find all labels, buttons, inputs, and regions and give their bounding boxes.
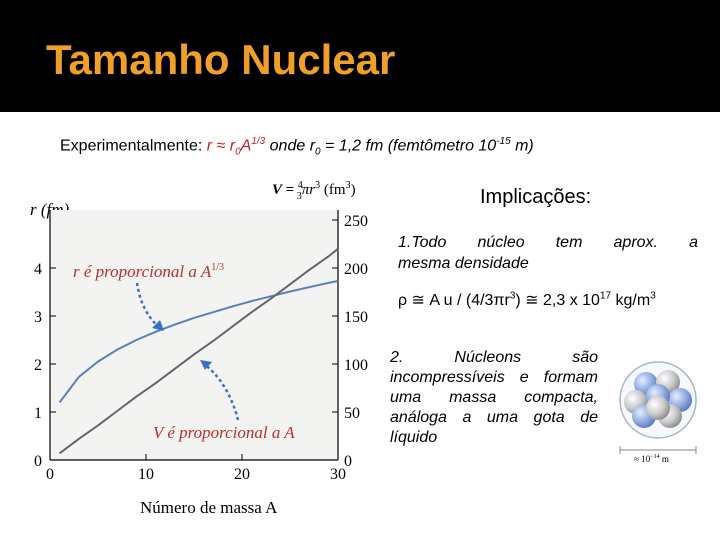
x-tick-label: 20	[234, 466, 250, 483]
slide-title: Tamanho Nuclear	[46, 36, 396, 83]
x-tick-label: 30	[330, 466, 346, 483]
chart-series	[58, 248, 339, 455]
y-right-tick-label: 0	[344, 453, 352, 470]
nucleus-illustration: ≈ 10−14 m	[619, 361, 697, 464]
y-right-tick-label: 100	[344, 357, 368, 374]
annotation-r: r é proporcional a A1/3	[73, 262, 224, 281]
formula-prefix: Experimentalmente:	[60, 137, 207, 155]
implication-2: 2. Núcleons são incompressíveis e formam…	[390, 349, 598, 446]
y-left-tick-label: 3	[34, 309, 42, 326]
density-exp2: 17	[599, 290, 612, 302]
series-v-line	[58, 248, 339, 455]
formula-expr-r: r ≈ r	[206, 137, 236, 155]
formula-r0-exp: -15	[496, 136, 511, 147]
formula-expr-exp: 1/3	[251, 136, 266, 147]
formula-line: Experimentalmente: r ≈ r0A1/3 onde r0 = …	[60, 136, 534, 158]
implication-1-line1: 1.Todo núcleo tem aprox. a	[398, 234, 698, 251]
nuclear-size-chart: r (fm) V = 4 3πr3 (fm3) 0 10 20 300123405010…	[30, 180, 368, 517]
y-left-tick-label: 4	[34, 261, 42, 278]
chart-axes	[49, 210, 339, 461]
implication-1-line2: mesma densidade	[398, 255, 529, 272]
formula-r0: r	[309, 137, 316, 155]
x-tick-label: 10	[138, 466, 154, 483]
x-axis-label: Número de massa A	[140, 498, 278, 517]
formula-r0-sub: 0	[315, 146, 321, 158]
formula-onde: onde	[265, 137, 310, 155]
density-unit: kg/m	[611, 292, 651, 309]
formula-expr-sub: 0	[235, 146, 241, 158]
density-mid: ) ≅ 2,3 x 10	[515, 292, 600, 309]
implication-1: 1.Todo núcleo tem aprox. a mesma densida…	[398, 232, 698, 274]
density-text: ρ ≅ A u / (4/3πr	[398, 292, 510, 309]
nucleons	[624, 370, 692, 428]
y-right-tick-label: 50	[344, 405, 360, 422]
annotation-v-arrowhead	[200, 360, 212, 370]
y-left-tick-label: 0	[34, 453, 42, 470]
series-r-line	[58, 280, 339, 404]
formula-r0-unit: m)	[510, 137, 534, 155]
y-right-tick-label: 250	[344, 213, 368, 230]
nucleus-caption: ≈ 10−14 m	[634, 454, 669, 464]
implications-title: Implicações:	[480, 186, 592, 208]
y-axis-right-label: V = 4 3πr3 (fm3)	[272, 180, 356, 202]
annotation-v-arrow	[203, 363, 240, 421]
formula-r0-value: = 1,2 fm (femtômetro 10	[320, 137, 497, 155]
y-left-tick-label: 2	[34, 357, 42, 374]
density-formula: ρ ≅ A u / (4/3πr3) ≅ 2,3 x 1017 kg/m3	[398, 290, 656, 310]
x-tick-label: 0	[46, 466, 54, 483]
annotation-v: V é proporcional a A	[153, 423, 295, 442]
y-right-tick-label: 200	[344, 261, 368, 278]
y-left-tick-label: 1	[34, 405, 42, 422]
formula-expr-a: A	[240, 137, 252, 155]
y-right-tick-label: 150	[344, 309, 368, 326]
density-exp1: 3	[509, 290, 516, 302]
plot-area	[50, 210, 338, 460]
annotation-r-arrowhead	[152, 320, 164, 331]
density-exp3: 3	[650, 290, 656, 302]
title-bar: Tamanho Nuclear	[0, 0, 720, 112]
